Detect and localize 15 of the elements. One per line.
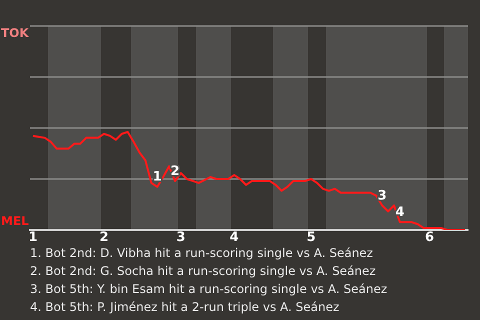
x-tick-label: 3 — [176, 230, 186, 246]
text: 3. Bot 5th: Y. bin Esam hit a run-scoring single vs A. Seánez — [30, 281, 388, 298]
text: 4. Bot 5th: P. Jiménez hit a 2-run triple vs A. Seánez — [30, 299, 340, 316]
annotation: 2 — [170, 164, 180, 179]
text: MEL — [1, 214, 29, 228]
x-tick-label: 5 — [306, 230, 316, 246]
annotation: 1 — [152, 170, 162, 185]
x-tick-label: 2 — [99, 230, 109, 246]
text: 1. Bot 2nd: D. Vibha hit a run-scoring single vs A. Seánez — [30, 245, 374, 262]
text: 2. Bot 2nd: G. Socha hit a run-scoring single vs A. Seánez — [30, 263, 377, 280]
x-tick-label: 1 — [28, 230, 38, 246]
x-tick-label: 4 — [230, 230, 239, 246]
annotation: 3 — [378, 188, 387, 204]
x-tick-label: 6 — [425, 230, 434, 246]
text: TOK — [1, 26, 29, 40]
